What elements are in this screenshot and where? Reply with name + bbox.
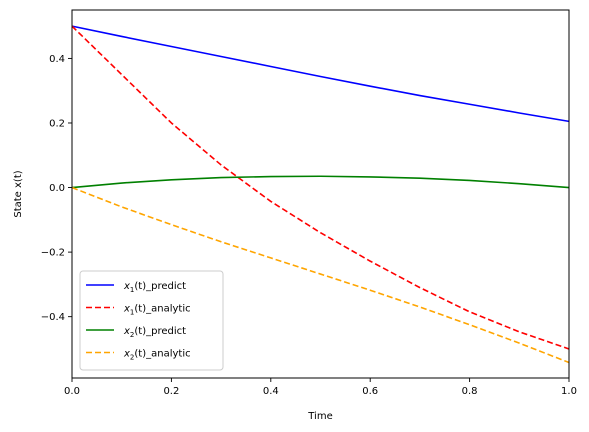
x-tick-label: 0.4 <box>263 386 279 397</box>
y-axis: −0.4 −0.2 0.0 0.2 0.4 <box>41 54 72 323</box>
legend-label-3: x2(t)_predict <box>123 326 186 339</box>
legend-label-1: x1(t)_predict <box>123 281 186 294</box>
legend-label-4: x2(t)_analytic <box>123 349 191 362</box>
x-tick-label: 1.0 <box>561 386 577 397</box>
legend: x1(t)_predict x1(t)_analytic x2(t)_predict… <box>79 270 224 371</box>
y-axis-label: State x(t) <box>13 170 24 217</box>
series-line-2 <box>71 25 570 350</box>
series-line-3 <box>71 175 570 189</box>
series-line-4 <box>71 186 570 364</box>
x-axis-label: Time <box>307 411 332 422</box>
plot-frame <box>71 9 570 379</box>
legend-label-2: x1(t)_analytic <box>123 304 191 317</box>
x-axis: 0.0 0.2 0.4 0.6 0.8 1.0 <box>64 378 577 397</box>
y-tick-label: −0.2 <box>41 248 65 259</box>
x-tick-label: 0.2 <box>163 386 179 397</box>
y-tick-label: 0.4 <box>49 54 65 65</box>
y-tick-label: 0.2 <box>49 118 65 129</box>
series-layer <box>71 25 570 364</box>
x-tick-label: 0.6 <box>362 386 378 397</box>
x-tick-label: 0.8 <box>462 386 478 397</box>
y-tick-label: −0.4 <box>41 312 65 323</box>
legend-box <box>79 270 224 371</box>
x-tick-label: 0.0 <box>64 386 80 397</box>
y-tick-label: 0.0 <box>49 183 65 194</box>
series-line-1 <box>71 25 570 123</box>
